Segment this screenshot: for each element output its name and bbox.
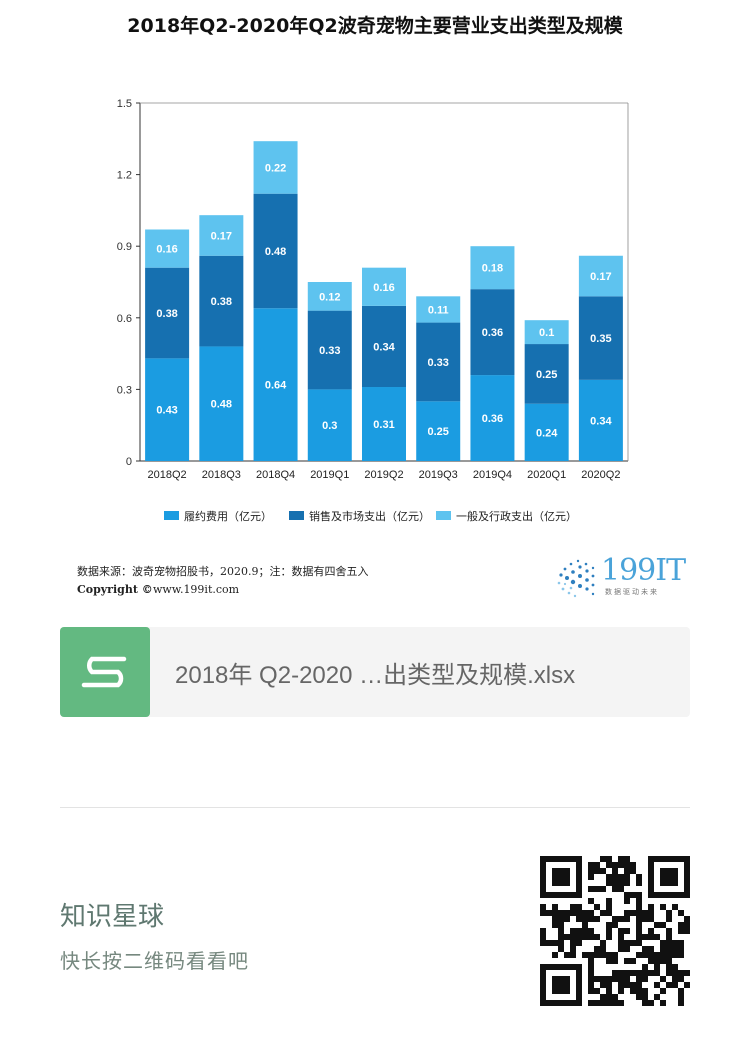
chart-bars: 0.43 0.38 0.16 2018Q2 0.48 0.38 0.17 2018Q3 0.64… [145, 141, 623, 481]
bar-value-label: 0.31 [373, 419, 394, 431]
bar-segment [416, 322, 461, 402]
x-tick-label: 2019Q4 [473, 469, 512, 481]
website-link[interactable]: www.199it.com [153, 583, 240, 596]
x-tick-label: 2019Q3 [419, 469, 458, 481]
qr-code-icon[interactable] [540, 856, 690, 1006]
bar-value-label: 0.17 [211, 230, 232, 242]
bar-value-label: 0.38 [156, 308, 177, 320]
bar-segment [145, 229, 190, 268]
y-tick-label: 1.2 [117, 170, 132, 182]
bar-segment [524, 344, 569, 404]
legend-label: 履约费用（亿元） [184, 510, 272, 523]
bar-value-label: 0.11 [428, 304, 449, 316]
bar-segment [199, 255, 244, 347]
bar-segment [145, 358, 190, 461]
logo-wordmark: 199IT [601, 553, 686, 588]
bar-value-label: 0.43 [156, 405, 177, 417]
bar-segment [199, 346, 244, 461]
bar-segment [253, 308, 298, 461]
x-tick-label: 2018Q3 [202, 469, 241, 481]
x-tick-label: 2019Q2 [364, 469, 403, 481]
x-tick-label: 2018Q2 [148, 469, 187, 481]
bar-value-label: 0.12 [319, 291, 340, 303]
bar-segment [362, 267, 406, 306]
bar-value-label: 0.22 [265, 162, 286, 174]
bar-value-label: 0.35 [590, 333, 611, 345]
legend-label: 销售及市场支出（亿元） [309, 509, 430, 523]
bar-segment [253, 193, 298, 309]
bar-value-label: 0.48 [265, 246, 286, 258]
bar-segment [307, 282, 352, 311]
chart-title: 2018年Q2-2020年Q2波奇宠物主要营业支出类型及规模 [127, 14, 623, 37]
bar-segment [362, 305, 406, 388]
stacked-bar-chart: 2018年Q2-2020年Q2波奇宠物主要营业支出类型及规模 0 0.3 0.6 0.… [117, 14, 629, 523]
attachment-file-card[interactable]: 2018年 Q2-2020 …出类型及规模.xlsx [60, 627, 690, 717]
bar-value-label: 0.36 [482, 413, 503, 425]
bar-segment [578, 379, 623, 461]
dots-globe-icon [557, 559, 595, 598]
bar-segment [470, 246, 515, 290]
legend-label: 一般及行政支出（亿元） [456, 509, 577, 523]
logo-199it: 199IT 数据驱动未来 [553, 553, 693, 603]
bar-segment [145, 267, 190, 359]
bar-segment [416, 401, 461, 461]
legend-swatch [436, 511, 451, 520]
bar-value-label: 0.38 [211, 296, 232, 308]
bar-segment [307, 310, 352, 390]
legend-swatch [164, 511, 179, 520]
bar-segment [253, 141, 298, 194]
bar-value-label: 0.1 [539, 327, 554, 339]
bar-segment [524, 403, 569, 461]
planet-title: 知识星球 [60, 902, 165, 932]
y-tick-label: 0 [126, 456, 132, 468]
bar-segment [470, 375, 515, 461]
bar-value-label: 0.33 [428, 357, 449, 369]
legend-swatch [289, 511, 304, 520]
bar-value-label: 0.34 [373, 341, 395, 353]
copyright-label: Copyright © [77, 583, 153, 596]
bar-value-label: 0.3 [322, 420, 337, 432]
logo-subtitle: 数据驱动未来 [605, 588, 659, 596]
bar-segment [578, 296, 623, 380]
y-tick-label: 1.5 [117, 98, 132, 110]
bar-value-label: 0.25 [428, 426, 449, 438]
bar-value-label: 0.24 [536, 427, 558, 439]
bar-value-label: 0.17 [590, 271, 611, 283]
x-tick-label: 2019Q1 [310, 469, 349, 481]
bar-segment [578, 255, 623, 297]
x-tick-label: 2020Q2 [581, 469, 620, 481]
bar-segment [524, 320, 569, 345]
planet-subtitle: 快长按二维码看看吧 [60, 949, 249, 973]
bar-value-label: 0.64 [265, 380, 287, 392]
bar-segment [470, 289, 515, 376]
bar-value-label: 0.36 [482, 327, 503, 339]
bar-value-label: 0.16 [156, 244, 177, 256]
chart-legend: 履约费用（亿元） 销售及市场支出（亿元） 一般及行政支出（亿元） [164, 509, 577, 523]
bar-value-label: 0.16 [373, 282, 394, 294]
bar-segment [416, 296, 461, 323]
bar-value-label: 0.33 [319, 345, 340, 357]
x-tick-label: 2020Q1 [527, 469, 566, 481]
section-divider [60, 807, 690, 808]
x-tick-label: 2018Q4 [256, 469, 295, 481]
bar-value-label: 0.34 [590, 415, 612, 427]
y-tick-label: 0.3 [117, 384, 132, 396]
bar-value-label: 0.48 [211, 399, 232, 411]
file-name: 2018年 Q2-2020 …出类型及规模.xlsx [175, 662, 576, 689]
data-source-note: 数据来源：波奇宠物招股书，2020.9；注：数据有四舍五入 [77, 565, 369, 578]
bar-segment [362, 387, 406, 461]
bar-value-label: 0.25 [536, 369, 557, 381]
y-tick-label: 0.9 [117, 241, 132, 253]
bar-segment [199, 215, 244, 256]
bar-segment [307, 389, 352, 461]
bar-value-label: 0.18 [482, 263, 503, 275]
spreadsheet-s-icon [60, 627, 150, 717]
y-tick-label: 0.6 [117, 313, 132, 325]
